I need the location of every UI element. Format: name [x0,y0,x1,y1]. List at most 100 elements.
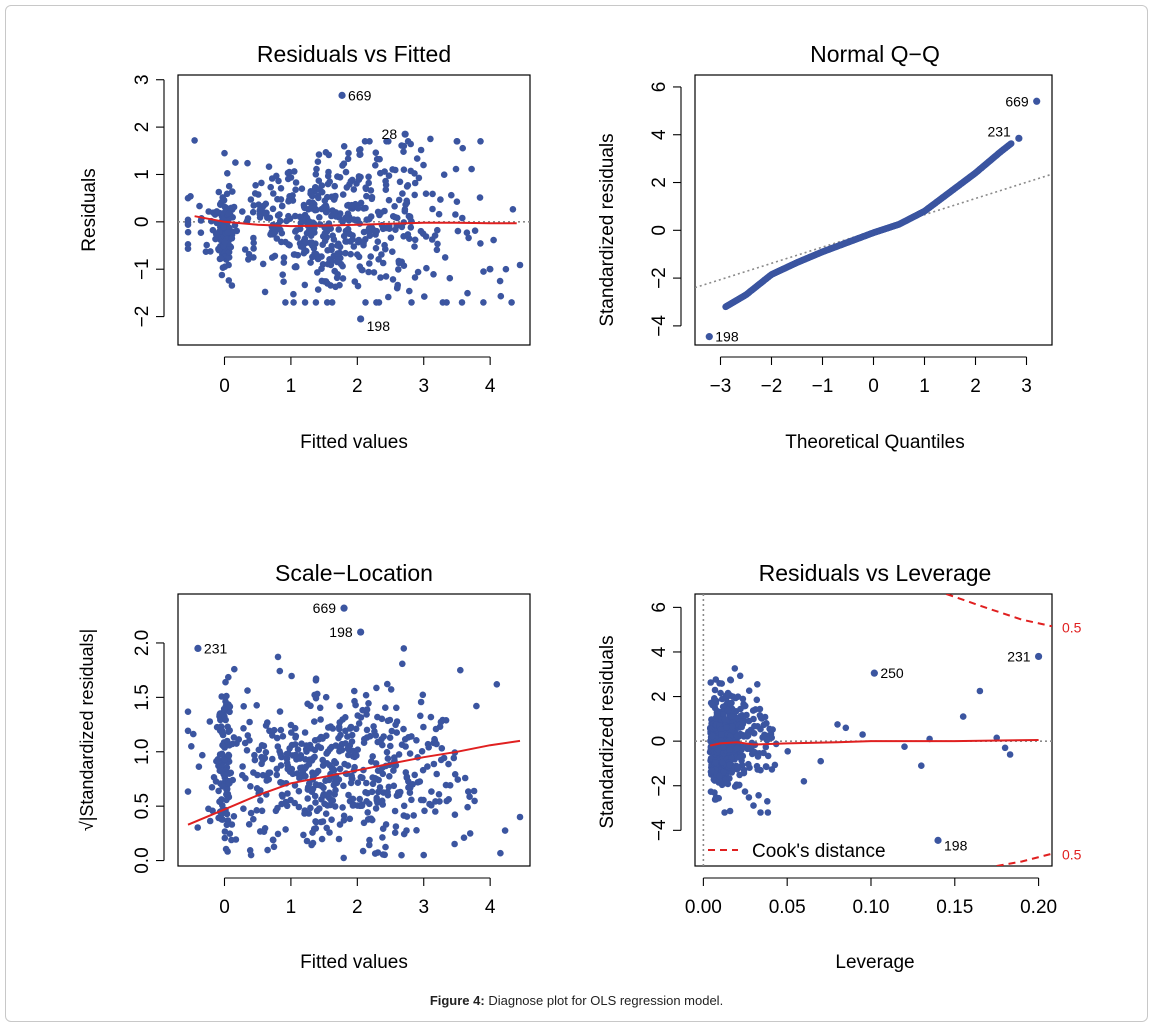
data-point [273,235,281,242]
data-point [749,707,757,714]
data-point [470,787,478,795]
data-point [212,235,219,243]
data-point [224,229,231,236]
data-point [976,687,984,695]
data-point [318,265,325,273]
data-point [344,762,352,769]
data-point [404,182,412,189]
data-point [753,696,761,704]
data-point [301,729,309,736]
plot-box [177,593,531,867]
data-point [721,809,728,816]
data-point [402,201,409,208]
data-point [737,705,744,713]
data-point [320,784,327,792]
data-point [424,763,431,770]
data-point [355,236,363,244]
point-label: 231 [204,640,228,656]
data-point [208,784,216,791]
data-point [385,293,392,301]
scatter-points [184,135,524,306]
data-point [389,248,396,255]
cooks-contour-label: 0.5 [1062,847,1082,863]
data-point [722,779,730,787]
data-point [355,720,363,727]
data-point [266,214,274,222]
data-point [264,846,271,854]
data-point [292,741,299,748]
data-point [342,740,349,747]
data-point [480,268,487,275]
y-tick-label: 2 [649,177,670,188]
data-point [241,739,249,747]
y-axis-label: Standardized residuals [597,635,618,828]
data-point [184,221,192,228]
data-point [295,803,303,811]
data-point [750,730,758,737]
data-point [516,813,524,821]
cooks-contour-label: 0.5 [1062,619,1082,635]
data-point [295,787,303,795]
data-point [497,292,505,300]
data-point [225,752,233,759]
data-point [258,760,265,768]
y-tick-label: 0 [649,225,670,236]
data-point [252,182,259,189]
data-point [184,727,192,735]
data-point [342,727,349,735]
data-point [325,776,333,784]
data-point [404,231,412,238]
labeled-point [338,91,346,99]
data-point [324,247,331,254]
data-point [247,783,254,790]
data-point [270,190,277,197]
data-point [431,735,438,743]
data-point [403,774,411,781]
data-point [372,149,380,156]
data-point [348,738,356,745]
y-tick-label: 1.5 [132,684,153,710]
scatter-points [722,140,1015,311]
data-point [398,741,406,748]
x-ticks: 0 1 2 3 4 [219,356,496,397]
data-point [250,254,257,261]
data-point [225,253,233,261]
data-point [751,722,758,730]
data-point [286,745,293,752]
x-tick-label: 1 [919,376,930,397]
data-point [359,847,367,855]
data-point [308,205,316,212]
data-point [441,254,449,261]
data-point [387,742,394,750]
labeled-point [357,315,365,323]
data-point [292,186,299,193]
y-ticks: −4 −2 0 2 4 6 [649,82,682,337]
data-point [314,192,322,200]
data-point [381,168,388,175]
data-point [345,751,352,759]
data-point [464,803,471,811]
data-point [382,821,390,828]
data-point [399,660,406,668]
data-point [250,815,257,823]
data-point [250,245,257,252]
data-point [320,790,328,798]
data-point [411,191,419,199]
data-point [473,702,480,710]
data-point [364,816,372,823]
data-point [448,191,455,199]
data-point [745,794,753,801]
data-point [336,745,344,753]
data-point [726,761,733,769]
x-tick-label: 2 [352,376,363,397]
data-point [350,186,358,193]
data-point [346,815,354,823]
scatter-points [184,645,524,862]
data-point [276,667,284,675]
data-point [277,726,285,734]
data-point [471,797,478,805]
data-point [382,177,389,185]
data-point [218,750,226,758]
data-point [326,745,334,753]
data-point [269,836,277,844]
